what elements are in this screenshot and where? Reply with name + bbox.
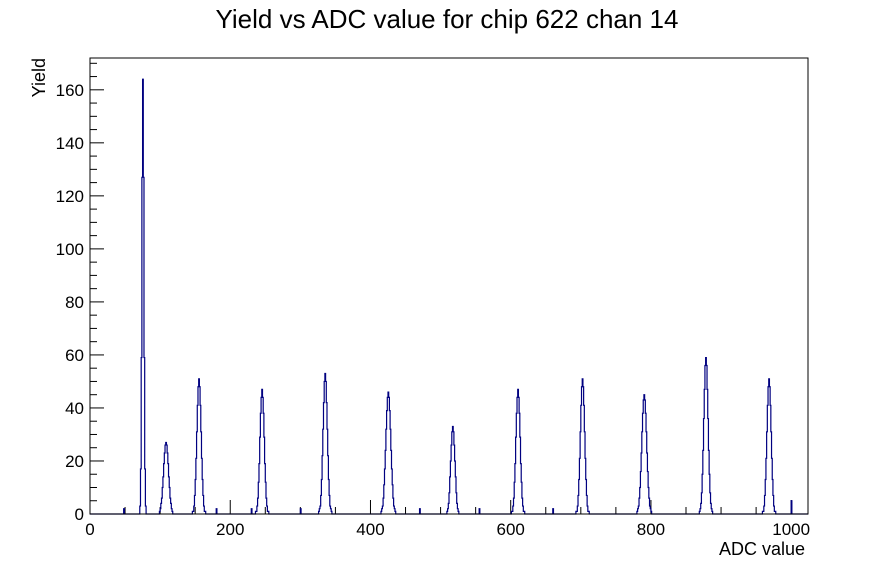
x-tick-label: 1000 <box>772 520 810 539</box>
y-tick-label: 140 <box>56 134 84 153</box>
y-axis-label: Yield <box>29 58 49 97</box>
x-tick-label: 600 <box>497 520 525 539</box>
x-axis-label: ADC value <box>719 539 805 559</box>
x-tick-label: 400 <box>356 520 384 539</box>
y-tick-label: 40 <box>65 399 84 418</box>
y-tick-label: 20 <box>65 452 84 471</box>
y-tick-label: 100 <box>56 240 84 259</box>
chart-title: Yield vs ADC value for chip 622 chan 14 <box>216 4 679 34</box>
x-tick-label: 200 <box>216 520 244 539</box>
plot-frame <box>89 57 809 515</box>
axis-ticks: 0 200 400 600 800 1000 0 20 40 60 80 100 120 140 160 <box>56 62 810 539</box>
y-tick-label: 60 <box>65 346 84 365</box>
x-tick-label: 800 <box>637 520 665 539</box>
x-tick-label: 0 <box>85 520 94 539</box>
y-tick-label: 160 <box>56 81 84 100</box>
y-tick-label: 0 <box>75 505 84 524</box>
y-tick-label: 120 <box>56 187 84 206</box>
y-tick-label: 80 <box>65 293 84 312</box>
histogram-series <box>90 78 808 515</box>
